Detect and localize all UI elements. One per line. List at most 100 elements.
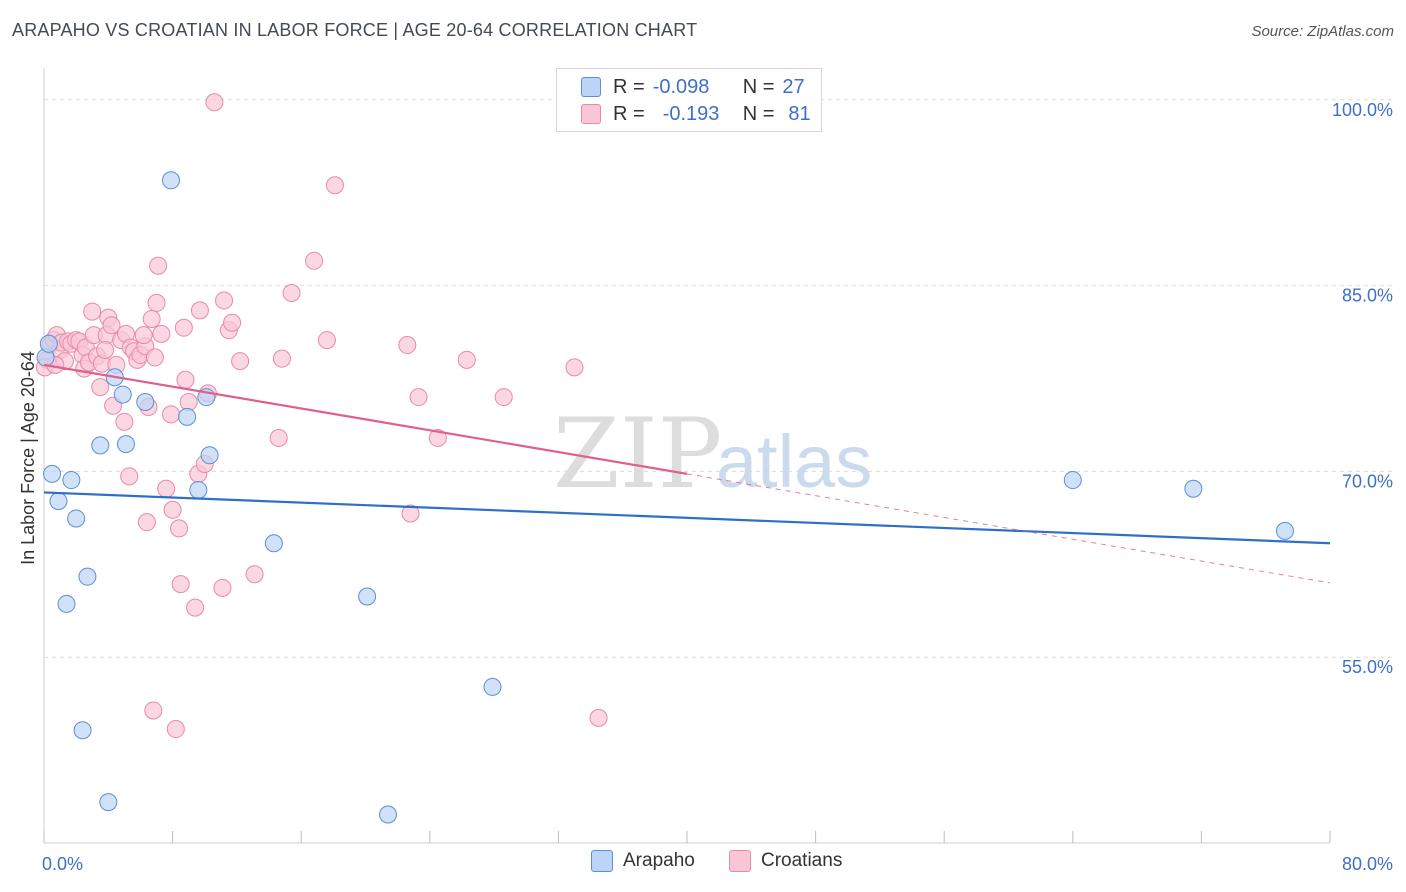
arapaho-r-value: -0.098 [652,75,710,98]
croatian-point [282,284,301,303]
croatians-trend-line [43,363,688,475]
croatian-point [272,349,291,368]
arapaho-point [99,793,118,812]
croatian-point [428,428,447,447]
arapaho-point [91,436,110,455]
croatian-point [457,350,476,369]
y-tick-label: 70.0% [1342,471,1393,491]
arapaho-point [73,721,92,740]
croatian-point [120,467,139,486]
croatians-swatch [581,104,601,124]
croatian-point [149,256,168,275]
croatian-point [231,352,250,371]
arapaho-point [200,446,219,465]
croatian-point [205,93,224,112]
arapaho-point [136,393,155,412]
arapaho-point [379,805,398,824]
croatian-point [166,720,185,739]
croatian-point [102,316,121,335]
arapaho-point [189,480,208,499]
x-tick-label: 80.0% [1342,854,1393,874]
croatian-point [83,302,102,321]
x-tick-label: 0.0% [42,854,83,874]
y-axis-label: In Labor Force | Age 20-64 [18,351,38,565]
legend-row-croatians: R = -0.193 N = 81 [581,100,811,128]
croatian-point [137,513,156,532]
croatians-r-label: R = [613,102,645,125]
croatian-point [317,331,336,350]
y-tick-label: 85.0% [1342,286,1393,306]
croatian-point [176,370,195,389]
arapaho-point [1275,521,1294,540]
arapaho-point [178,407,197,426]
croatian-point [171,575,190,594]
chart-title: ARAPAHO VS CROATIAN IN LABOR FORCE | AGE… [12,20,698,40]
arapaho-point [49,492,68,511]
y-tick-label: 55.0% [1342,657,1393,677]
gridlines [44,99,1392,658]
croatian-point [223,313,242,332]
croatian-point [215,291,234,310]
bottom-croatians-swatch [729,850,751,872]
croatian-point [96,340,115,359]
croatian-point [161,405,180,424]
arapaho-r-label: R = [613,75,645,98]
croatians-n-label: N = [742,102,775,125]
bottom-arapaho-label: Arapaho [623,850,695,871]
croatian-point [147,293,166,312]
watermark-atlas: atlas [716,420,872,503]
trend-lines [43,363,1331,584]
croatian-point [565,358,584,377]
croatian-point [305,251,324,270]
arapaho-points [36,171,1294,824]
croatian-point [115,412,134,431]
arapaho-point [78,567,97,586]
source-label: Source: ZipAtlas.com [1251,23,1394,40]
croatian-point [269,428,288,447]
x-tick-labels: 0.0% 80.0% [42,854,1393,874]
legend-box: R = -0.098 N = 27 R = -0.193 N = 81 [556,68,822,132]
croatian-point [145,348,164,367]
bottom-croatians-label: Croatians [761,850,843,871]
croatians-n-value: 81 [788,102,811,125]
y-tick-labels: 55.0% 70.0% 85.0% 100.0% [1332,100,1393,677]
croatian-point [494,388,513,407]
axes [43,68,1331,844]
croatian-point [170,519,189,538]
arapaho-point [1063,471,1082,490]
bottom-arapaho-swatch [591,850,613,872]
croatian-point [152,324,171,343]
croatian-point [163,500,182,519]
arapaho-point [264,534,283,553]
arapaho-swatch [581,77,601,97]
arapaho-n-value: 27 [782,75,805,98]
arapaho-trend-line [43,491,1331,545]
arapaho-point [161,171,180,190]
arapaho-point [57,594,76,613]
arapaho-point [67,509,86,528]
croatian-point [134,326,153,345]
arapaho-point [43,464,62,483]
arapaho-point [116,435,135,454]
croatians-r-value: -0.193 [662,102,720,125]
arapaho-point [113,385,132,404]
bottom-legend-arapaho: Arapaho [591,850,695,872]
legend-row-arapaho: R = -0.098 N = 27 [581,73,805,101]
croatian-point [398,336,417,355]
croatian-point [144,701,163,720]
watermark-zip: ZIP [553,398,722,510]
croatian-point [179,393,198,412]
croatian-point [401,504,420,523]
croatian-point [409,388,428,407]
bottom-legend-croatians: Croatians [729,850,842,872]
croatian-point [245,565,264,584]
arapaho-point [483,677,502,696]
croatian-point [157,479,176,498]
arapaho-point [62,471,81,490]
croatians-points [35,93,608,739]
arapaho-point [1184,479,1203,498]
arapaho-point [39,334,58,353]
arapaho-point [358,587,377,606]
croatian-point [190,301,209,320]
